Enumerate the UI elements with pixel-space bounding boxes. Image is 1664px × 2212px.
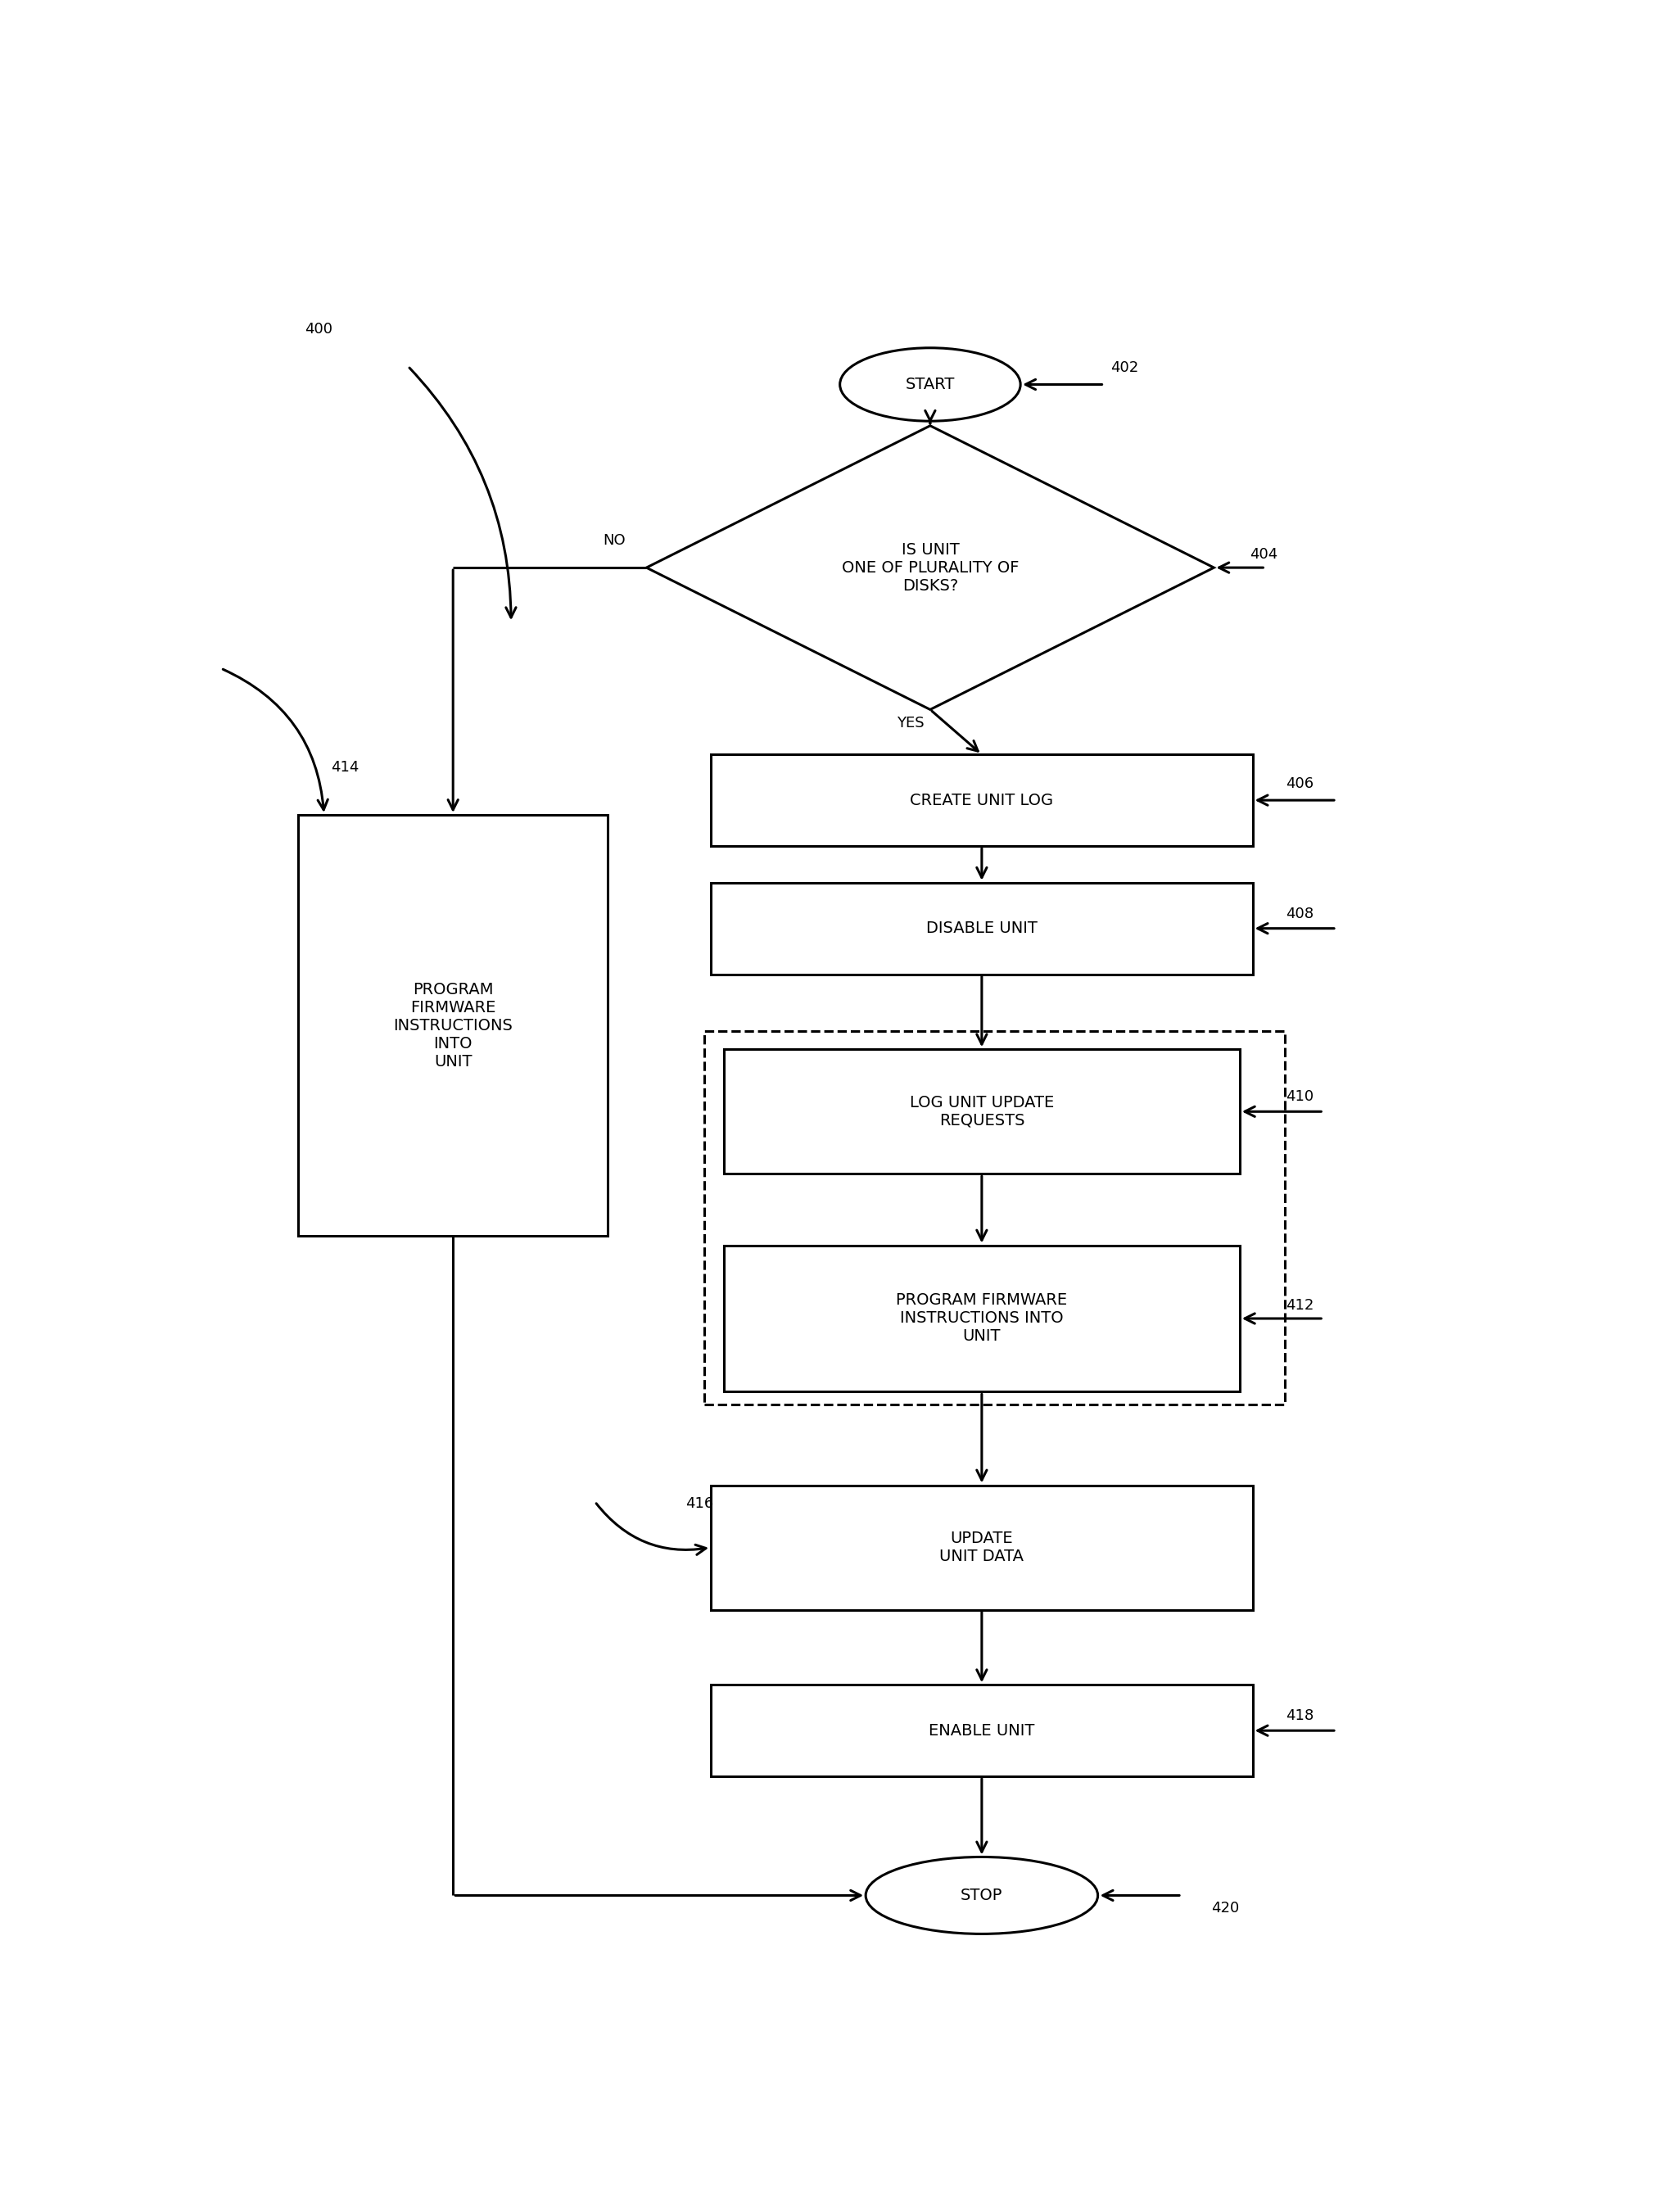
Text: PROGRAM FIRMWARE
INSTRUCTIONS INTO
UNIT: PROGRAM FIRMWARE INSTRUCTIONS INTO UNIT [897, 1292, 1067, 1345]
Text: 408: 408 [1286, 907, 1315, 920]
Text: NO: NO [602, 533, 626, 549]
Bar [724, 1245, 1240, 1391]
Text: 416: 416 [686, 1495, 714, 1511]
Bar [711, 754, 1253, 845]
Bar [298, 814, 607, 1237]
Text: 400: 400 [305, 323, 333, 336]
Text: PROGRAM
FIRMWARE
INSTRUCTIONS
INTO
UNIT: PROGRAM FIRMWARE INSTRUCTIONS INTO UNIT [393, 982, 513, 1068]
Text: 414: 414 [331, 761, 359, 774]
Bar [704, 1031, 1285, 1405]
Text: YES: YES [897, 717, 925, 730]
Text: 402: 402 [1112, 361, 1138, 376]
Text: 404: 404 [1250, 546, 1278, 562]
Text: 418: 418 [1286, 1708, 1315, 1723]
Bar [711, 1686, 1253, 1776]
Text: START: START [905, 376, 955, 392]
Bar [711, 1484, 1253, 1610]
Bar [724, 1048, 1240, 1175]
Text: ENABLE UNIT: ENABLE UNIT [929, 1723, 1035, 1739]
Text: 412: 412 [1286, 1298, 1315, 1314]
Text: CREATE UNIT LOG: CREATE UNIT LOG [910, 792, 1053, 807]
Text: DISABLE UNIT: DISABLE UNIT [927, 920, 1037, 936]
Text: 410: 410 [1286, 1091, 1315, 1104]
Text: 420: 420 [1211, 1900, 1240, 1916]
Text: IS UNIT
ONE OF PLURALITY OF
DISKS?: IS UNIT ONE OF PLURALITY OF DISKS? [842, 542, 1018, 593]
Text: LOG UNIT UPDATE
REQUESTS: LOG UNIT UPDATE REQUESTS [910, 1095, 1053, 1128]
Text: UPDATE
UNIT DATA: UPDATE UNIT DATA [940, 1531, 1023, 1564]
Text: 406: 406 [1286, 776, 1315, 792]
Text: STOP: STOP [960, 1887, 1003, 1902]
Bar [711, 883, 1253, 973]
